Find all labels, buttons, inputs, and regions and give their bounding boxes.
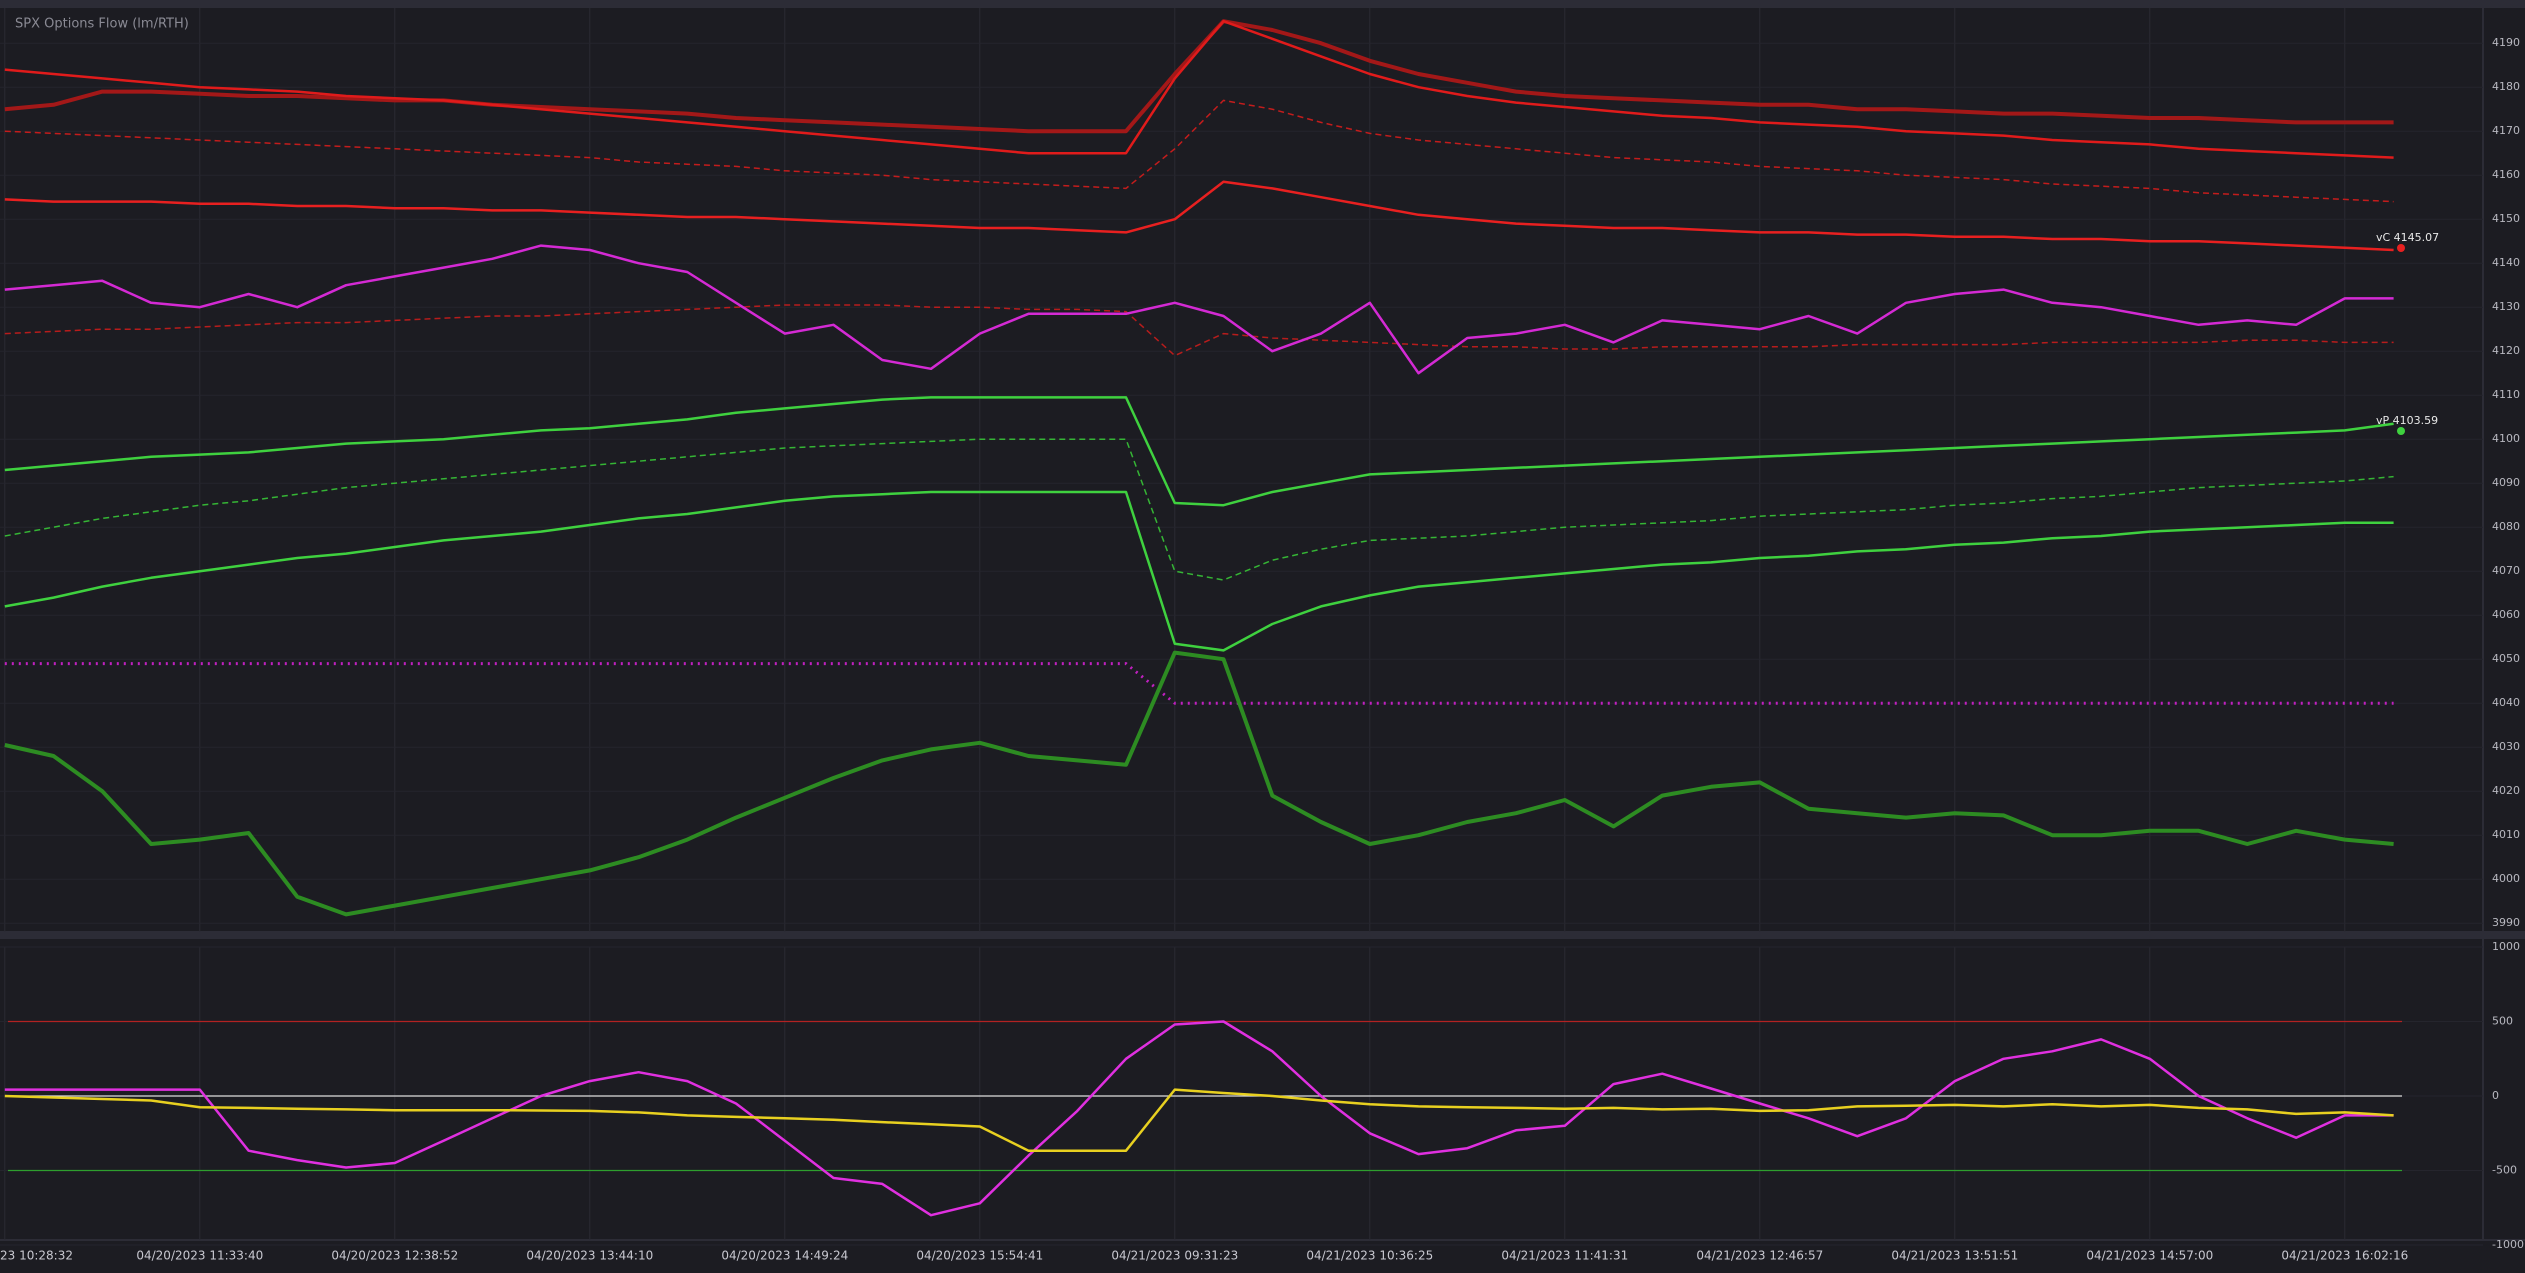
x-tick-label: 04/21/2023 12:46:57: [1696, 1249, 1823, 1263]
end-dot: [2397, 427, 2405, 435]
series-line: [4, 1088, 2394, 1152]
x-tick-label: 04/20/2023 12:38:52: [331, 1249, 458, 1263]
annotation: vC 4145.07: [2376, 231, 2439, 244]
y-tick-label: 4000: [2492, 872, 2520, 885]
series-line: [4, 19, 2394, 134]
plot: [4, 19, 2402, 1217]
x-tick-label: 04/21/2023 14:57:00: [2086, 1249, 2213, 1263]
x-tick-label: 04/20/2023 11:33:40: [136, 1249, 263, 1263]
x-tick-label: 04/20/2023 15:54:41: [916, 1249, 1043, 1263]
grid: 23 10:28:32 04/20/2023 11:33:40 04/20/2023…: [0, 8, 2524, 1263]
y-tick-label: 4050: [2492, 652, 2520, 665]
y-tick-label: 4060: [2492, 608, 2520, 621]
x-tick-label: 04/21/2023 13:51:51: [1891, 1249, 2018, 1263]
y-tick-label: 4100: [2492, 432, 2520, 445]
x-tick-label: 04/21/2023 09:31:23: [1111, 1249, 1238, 1263]
series-line: [4, 490, 2394, 652]
y-tick-label: 3990: [2492, 916, 2520, 929]
series-line: [4, 438, 2394, 581]
y-tick-label: -500: [2492, 1164, 2517, 1177]
series-line: [4, 180, 2394, 252]
x-tick-label: 04/21/2023 16:02:16: [2281, 1249, 2408, 1263]
y-tick-label: 4030: [2492, 740, 2520, 753]
y-tick-label: 500: [2492, 1015, 2513, 1028]
y-tick-label: 1000: [2492, 940, 2520, 953]
y-tick-label: 4080: [2492, 520, 2520, 533]
y-tick-label: 4120: [2492, 344, 2520, 357]
y-tick-label: 4180: [2492, 80, 2520, 93]
y-tick-label: 4130: [2492, 300, 2520, 313]
end-dot: [2397, 244, 2405, 252]
y-tick-label: 4190: [2492, 36, 2520, 49]
series-line: [4, 244, 2394, 375]
series-line: [4, 396, 2394, 507]
x-tick-label: 04/21/2023 10:36:25: [1306, 1249, 1433, 1263]
panel-separator: [0, 931, 2525, 939]
x-tick-label: 04/20/2023 14:49:24: [721, 1249, 848, 1263]
y-tick-label: 4160: [2492, 168, 2520, 181]
y-tick-label: 4140: [2492, 256, 2520, 269]
y-tick-label: 4070: [2492, 564, 2520, 577]
y-tick-label: -1000: [2492, 1238, 2524, 1251]
series-line: [4, 1020, 2394, 1217]
x-tick-label: 23 10:28:32: [0, 1249, 73, 1263]
y-tick-label: 4150: [2492, 212, 2520, 225]
series-line: [4, 304, 2394, 357]
y-tick-label: 4020: [2492, 784, 2520, 797]
y-tick-label: 4010: [2492, 828, 2520, 841]
x-tick-label: 04/20/2023 13:44:10: [526, 1249, 653, 1263]
series-line: [4, 650, 2394, 917]
y-tick-label: 4090: [2492, 476, 2520, 489]
y-tick-label: 4110: [2492, 388, 2520, 401]
x-tick-label: 04/21/2023 11:41:31: [1501, 1249, 1628, 1263]
y-tick-label: 0: [2492, 1089, 2499, 1102]
annotation: vP 4103.59: [2376, 414, 2438, 427]
series-line: [4, 99, 2394, 203]
series-line: [4, 19, 2394, 159]
y-tick-label: 4170: [2492, 124, 2520, 137]
chart-title: SPX Options Flow (lm/RTH): [15, 17, 189, 32]
top-strip: [0, 0, 2525, 8]
y-tick-label: 4040: [2492, 696, 2520, 709]
